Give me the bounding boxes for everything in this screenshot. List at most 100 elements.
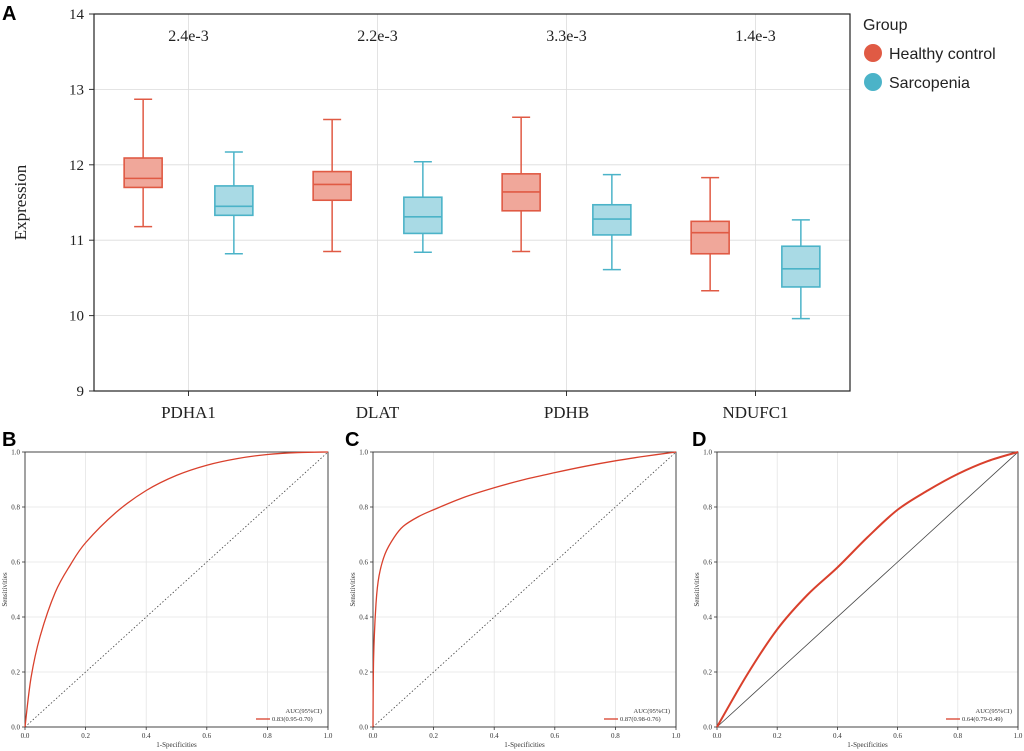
y-tick-label: 0.8 xyxy=(703,504,712,512)
legend-label-healthy-control: Healthy control xyxy=(889,46,996,63)
x-tick-label: 1.0 xyxy=(324,732,333,740)
y-tick-label: 0.8 xyxy=(11,504,20,512)
y-tick-label: 0.4 xyxy=(359,614,368,622)
y-tick-label: 0.8 xyxy=(359,504,368,512)
y-axis-label: Sensitivities xyxy=(693,572,701,607)
x-tick-label: 0.0 xyxy=(713,732,722,740)
y-axis-label: Sensitivities xyxy=(1,572,9,607)
category-label: PDHA1 xyxy=(161,403,216,422)
roc-panel-b: 0.00.0 0.2 0.2 0.4 0.4 0.6 0.6 0.8 0.8 1.0 1.0 1-Sp… xyxy=(1,449,333,750)
y-tick-label: 13 xyxy=(69,82,84,98)
auc-legend-title: AUC(95%CI) xyxy=(634,708,670,715)
y-tick-label: 0.6 xyxy=(703,559,712,567)
x-tick-label: 0.8 xyxy=(611,732,620,740)
legend-label-sarcopenia: Sarcopenia xyxy=(889,75,970,92)
y-tick-label: 0.0 xyxy=(703,724,712,732)
y-tick-label: 0.0 xyxy=(11,724,20,732)
roc-curve xyxy=(716,451,1019,728)
reference-diagonal xyxy=(372,451,677,728)
x-tick-label: 0.6 xyxy=(893,732,902,740)
iqr-box xyxy=(123,157,163,189)
y-tick-label: 0.2 xyxy=(703,669,712,677)
box-sarcopenia xyxy=(403,161,443,254)
p-value-label: 3.3e-3 xyxy=(546,28,586,45)
box-sarcopenia xyxy=(781,219,821,320)
x-tick-label: 0.8 xyxy=(953,732,962,740)
panel-label-b: B xyxy=(2,429,16,451)
legend: Group Healthy control Sarcopenia xyxy=(863,17,996,92)
auc-legend-value: 0.64(0.79-0.49) xyxy=(962,716,1003,723)
category-label: NDUFC1 xyxy=(722,403,788,422)
y-tick-label: 12 xyxy=(69,158,84,174)
box-healthy-control xyxy=(123,98,163,228)
legend-title: Group xyxy=(863,17,908,34)
y-tick-label: 1.0 xyxy=(359,449,368,457)
x-tick-label: 0.4 xyxy=(833,732,842,740)
plot-frame xyxy=(372,451,677,728)
p-value-label: 2.4e-3 xyxy=(168,28,208,45)
y-tick-label: 1.0 xyxy=(703,449,712,457)
roc-curve xyxy=(372,451,677,728)
y-tick-label: 10 xyxy=(69,309,84,325)
category-label: PDHB xyxy=(544,403,589,422)
category-label: DLAT xyxy=(356,403,400,422)
auc-legend-title: AUC(95%CI) xyxy=(286,708,322,715)
panel-label-a: A xyxy=(2,3,16,25)
x-tick-label: 0.2 xyxy=(81,732,90,740)
box-sarcopenia xyxy=(214,151,254,255)
x-tick-label: 0.4 xyxy=(142,732,151,740)
legend-swatch-sarcopenia xyxy=(864,73,882,91)
iqr-box xyxy=(403,196,443,235)
iqr-box xyxy=(690,220,730,255)
x-tick-label: 0.0 xyxy=(21,732,30,740)
roc-curve xyxy=(24,451,329,728)
y-tick-label: 0.2 xyxy=(359,669,368,677)
iqr-box xyxy=(214,185,254,217)
iqr-box xyxy=(312,170,352,202)
legend-swatch-healthy-control xyxy=(864,44,882,62)
x-tick-label: 0.4 xyxy=(490,732,499,740)
x-tick-label: 0.6 xyxy=(550,732,559,740)
x-axis-label: 1-Specificities xyxy=(847,741,888,749)
y-tick-label: 9 xyxy=(77,384,85,400)
roc-panel-d: 0.00.0 0.2 0.2 0.4 0.4 0.6 0.6 0.8 0.8 1.0 1.0 1-Sp… xyxy=(693,449,1023,750)
auc-legend-value: 0.83(0.95-0.70) xyxy=(272,716,313,723)
box-healthy-control xyxy=(501,116,541,253)
auc-legend-title: AUC(95%CI) xyxy=(976,708,1012,715)
reference-diagonal xyxy=(716,451,1019,728)
panel-label-c: C xyxy=(345,429,359,451)
y-tick-label: 14 xyxy=(69,7,85,23)
y-tick-label: 0.4 xyxy=(11,614,20,622)
y-tick-label: 0.6 xyxy=(11,559,20,567)
x-tick-label: 1.0 xyxy=(1014,732,1023,740)
y-tick-label: 0.4 xyxy=(703,614,712,622)
box-sarcopenia xyxy=(592,173,632,271)
x-tick-label: 0.8 xyxy=(263,732,272,740)
boxplot-panel: 9 10 11 12 13 14 PDHA1 2.4e-3 DLAT 2.2e-3 PDHB 3.3e… xyxy=(11,7,851,422)
y-tick-label: 0.0 xyxy=(359,724,368,732)
box-healthy-control xyxy=(312,118,352,253)
x-axis-label: 1-Specificities xyxy=(504,741,545,749)
plot-frame xyxy=(24,451,329,728)
y-axis-label: Sensitivities xyxy=(349,572,357,607)
x-tick-label: 0.6 xyxy=(202,732,211,740)
roc-panel-c: 0.00.0 0.2 0.2 0.4 0.4 0.6 0.6 0.8 0.8 1.0 1.0 1-Sp… xyxy=(349,449,681,750)
p-value-label: 2.2e-3 xyxy=(357,28,397,45)
y-tick-label: 0.2 xyxy=(11,669,20,677)
y-tick-label: 11 xyxy=(70,233,84,249)
box-healthy-control xyxy=(690,176,730,292)
x-axis-label: 1-Specificities xyxy=(156,741,197,749)
iqr-box xyxy=(781,245,821,288)
x-tick-label: 0.2 xyxy=(773,732,782,740)
auc-legend-value: 0.87(0.98-0.76) xyxy=(620,716,661,723)
y-axis-label: Expression xyxy=(11,164,30,240)
y-tick-label: 0.6 xyxy=(359,559,368,567)
x-tick-label: 0.0 xyxy=(369,732,378,740)
y-tick-label: 1.0 xyxy=(11,449,20,457)
reference-diagonal xyxy=(24,451,329,728)
x-tick-label: 0.2 xyxy=(429,732,438,740)
p-value-label: 1.4e-3 xyxy=(735,28,775,45)
panel-label-d: D xyxy=(692,429,706,451)
plot-frame xyxy=(716,451,1019,728)
